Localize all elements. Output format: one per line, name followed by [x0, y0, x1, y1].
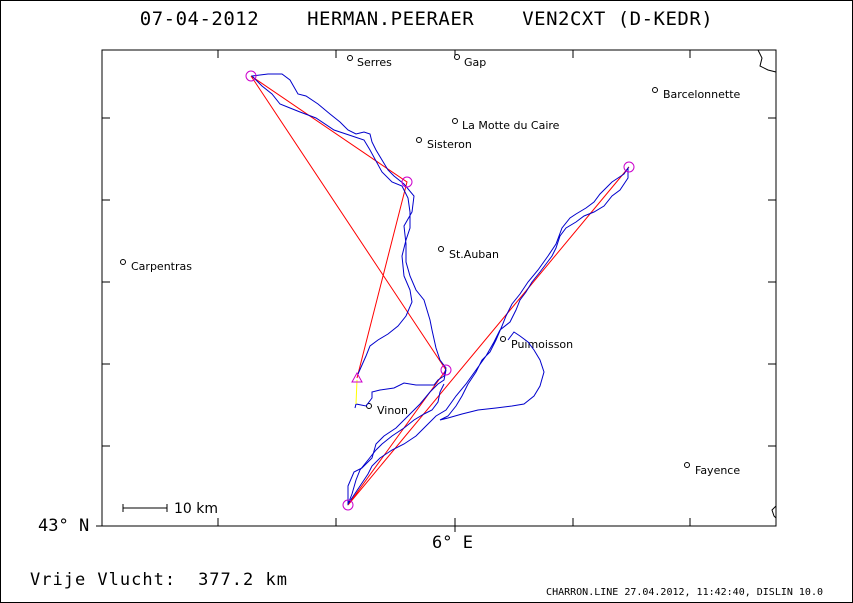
svg-text:St.Auban: St.Auban — [449, 248, 499, 261]
plot-border — [101, 49, 777, 527]
place-carpentras: Carpentras — [120, 259, 192, 273]
flight-date: 07-04-2012 — [139, 8, 260, 30]
place-barcelonnette: Barcelonnette — [652, 87, 741, 101]
place-gap: Gap — [454, 54, 486, 69]
svg-text:Vinon: Vinon — [377, 404, 408, 417]
start-marker — [351, 371, 363, 383]
glider-id: VEN2CXT (D-KEDR) — [522, 8, 714, 30]
turnpoint-marker — [623, 161, 635, 173]
svg-text:Fayence: Fayence — [695, 464, 740, 477]
scale-bar: 10 km — [122, 501, 218, 517]
longitude-label: 6° E — [432, 533, 473, 553]
start-leg — [355, 379, 358, 405]
turnpoint-marker — [342, 499, 354, 511]
pilot-name: HERMAN.PEERAER — [307, 8, 475, 30]
flight-track — [250, 73, 629, 506]
distance-label: Vrije Vlucht: — [30, 570, 177, 590]
place-serres: Serres — [347, 55, 392, 69]
axis-ticks — [96, 50, 776, 532]
place-sisteron: Sisteron — [416, 137, 472, 151]
svg-text:Serres: Serres — [357, 56, 392, 69]
place-vinon: Vinon — [366, 403, 408, 417]
svg-text:Gap: Gap — [464, 56, 486, 69]
turnpoints — [245, 70, 635, 511]
svg-text:Sisteron: Sisteron — [427, 138, 472, 151]
place-puimoisson: Puimoisson — [500, 336, 573, 351]
coastline — [757, 49, 777, 73]
distance-value: 377.2 km — [198, 570, 288, 590]
software-credit: CHARRON.LINE 27.04.2012, 11:42:40, DISLI… — [546, 587, 823, 598]
latitude-label: 43° N — [38, 516, 89, 536]
svg-text:Barcelonnette: Barcelonnette — [663, 88, 741, 101]
turnpoint-marker — [440, 364, 452, 376]
flight-title: 07-04-2012 HERMAN.PEERAER VEN2CXT (D-KED… — [0, 8, 853, 30]
svg-text:La Motte du Caire: La Motte du Caire — [462, 119, 560, 132]
distance-summary: Vrije Vlucht: 377.2 km — [30, 570, 288, 590]
places-layer: Serres Gap Barcelonnette La Motte du Cai… — [120, 54, 741, 477]
turnpoint-marker — [401, 176, 413, 188]
scale-label: 10 km — [174, 501, 218, 517]
place-fayence: Fayence — [684, 462, 740, 477]
svg-text:Carpentras: Carpentras — [131, 260, 192, 273]
turnpoint-marker — [245, 70, 257, 82]
place-st-auban: St.Auban — [438, 246, 499, 261]
place-la-motte-du-caire: La Motte du Caire — [452, 118, 560, 132]
svg-text:Puimoisson: Puimoisson — [511, 338, 573, 351]
coastline-south — [771, 505, 777, 519]
